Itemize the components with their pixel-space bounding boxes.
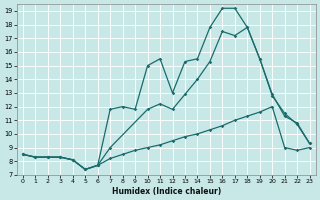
X-axis label: Humidex (Indice chaleur): Humidex (Indice chaleur) — [112, 187, 221, 196]
